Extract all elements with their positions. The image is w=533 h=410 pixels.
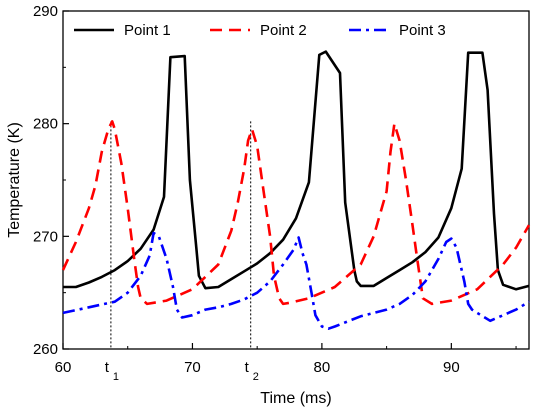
x-tick-label: 60: [55, 359, 72, 376]
series-line-2: [61, 120, 531, 306]
series-lines: [61, 50, 531, 330]
legend-label-2: Point 2: [260, 22, 307, 39]
series-line-1: [63, 50, 530, 291]
y-tick-label: 260: [33, 341, 58, 358]
x-tick-label: 90: [443, 359, 460, 376]
time-marker-subscript: 1: [113, 371, 119, 383]
legend: Point 1 Point 2 Point 3: [74, 22, 446, 39]
y-tick-label: 290: [33, 3, 58, 20]
x-tick-label: 70: [184, 359, 201, 376]
legend-label-3: Point 3: [399, 22, 446, 39]
y-tick-label: 270: [33, 228, 58, 245]
time-marker-label: t: [245, 359, 250, 376]
series-line-3: [62, 231, 530, 330]
x-axis-ticks: 60 70 80 90: [55, 343, 517, 376]
y-tick-label: 280: [33, 116, 58, 133]
time-marker-subscript: 2: [253, 371, 259, 383]
time-marker-label: t: [105, 359, 110, 376]
y-axis-title: Temperature (K): [6, 122, 23, 238]
x-axis-title: Time (ms): [260, 390, 331, 407]
legend-label-1: Point 1: [124, 22, 171, 39]
y-axis-ticks: 260 270 280 290: [33, 3, 69, 358]
x-tick-label: 80: [314, 359, 331, 376]
